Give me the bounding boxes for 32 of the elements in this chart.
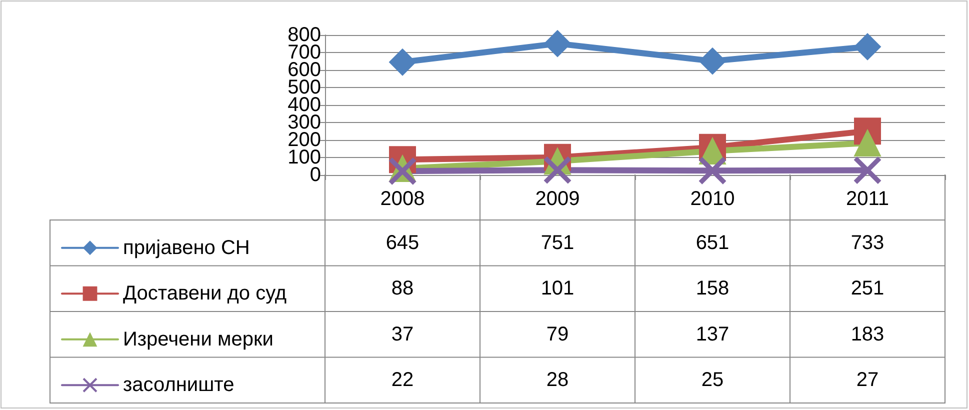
- point: [544, 156, 571, 184]
- legend-label: пријавено СН: [123, 236, 250, 259]
- data-label: 158: [696, 278, 730, 300]
- data-label: 79: [546, 323, 569, 346]
- x-tick-label: 2009: [535, 188, 580, 210]
- point: [699, 48, 726, 75]
- data-label: 137: [696, 323, 730, 346]
- data-label: 28: [546, 369, 569, 392]
- x-tick-label: 2010: [690, 188, 735, 210]
- point: [854, 156, 881, 184]
- point: [544, 30, 571, 58]
- data-label: 22: [391, 369, 414, 392]
- data-label: 651: [696, 232, 730, 254]
- point: [389, 48, 416, 76]
- data-label: 27: [856, 369, 879, 392]
- data-label: 88: [391, 278, 414, 300]
- point: [854, 33, 881, 60]
- data-label: 37: [391, 323, 414, 346]
- data-label: 101: [540, 278, 574, 300]
- data-label: 251: [850, 278, 884, 300]
- point: [699, 157, 726, 184]
- data-label: 25: [701, 369, 724, 392]
- legend-label: Доставени до суд: [123, 282, 287, 305]
- legend-label: Изречени мерки: [123, 328, 274, 350]
- data-label: 183: [850, 323, 884, 346]
- data-label: 645: [386, 232, 420, 254]
- x-tick-label: 2008: [380, 188, 425, 210]
- legend-label: засолниште: [123, 374, 234, 396]
- data-label: 733: [850, 232, 884, 254]
- point: [854, 129, 881, 156]
- data-label: 751: [540, 232, 574, 254]
- x-tick-label: 2011: [846, 188, 890, 210]
